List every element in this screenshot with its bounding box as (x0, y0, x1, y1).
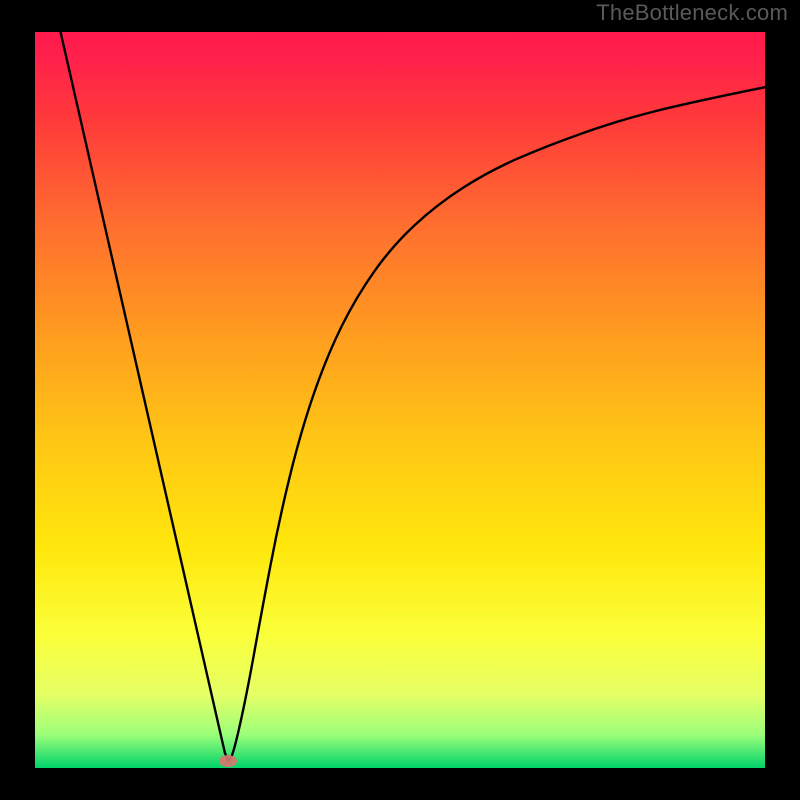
plot-area (35, 32, 765, 768)
watermark-text: TheBottleneck.com (596, 0, 788, 26)
chart-frame: TheBottleneck.com (0, 0, 800, 800)
curve-path (61, 32, 765, 761)
bottleneck-curve (35, 32, 765, 768)
plot-outer-border (0, 0, 800, 800)
